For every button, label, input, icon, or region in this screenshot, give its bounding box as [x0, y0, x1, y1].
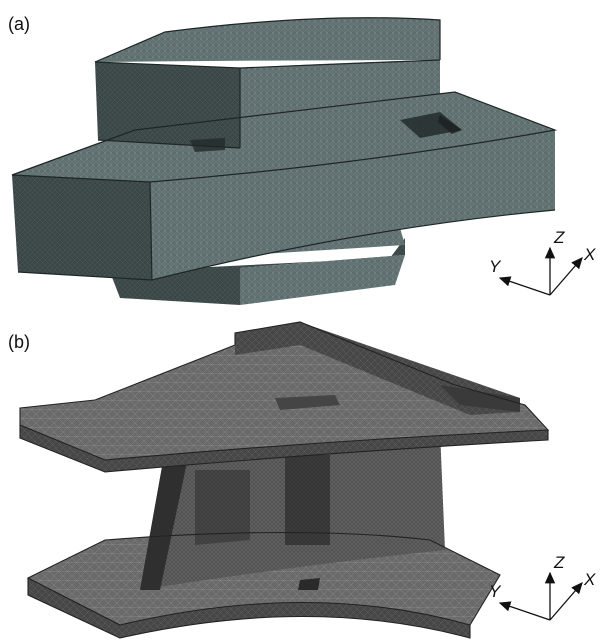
panel-b-z-label: Z [553, 553, 565, 572]
panel-a-y-label: Y [489, 257, 502, 276]
panel-a-y-axis [498, 276, 551, 296]
panel-a-x-label: X [583, 245, 596, 264]
panel-b-y-axis [498, 601, 551, 621]
panel-b-y-label: Y [489, 582, 502, 601]
panel-b-mesh-model [19, 321, 550, 639]
panel-b-label: (b) [8, 332, 30, 352]
panel-b-x-label: X [583, 570, 596, 589]
panel-a: (a) [8, 14, 596, 305]
panel-b-axis-triad: Z Y X [489, 553, 596, 621]
panel-b-x-axis [549, 582, 583, 621]
panel-a-label: (a) [8, 14, 30, 34]
panel-a-axis-triad: Z Y X [489, 228, 596, 296]
panel-a-mesh-model [11, 17, 558, 305]
panel-a-x-axis [549, 257, 583, 296]
panel-a-z-label: Z [553, 228, 565, 247]
panel-b: (b) [8, 321, 596, 639]
